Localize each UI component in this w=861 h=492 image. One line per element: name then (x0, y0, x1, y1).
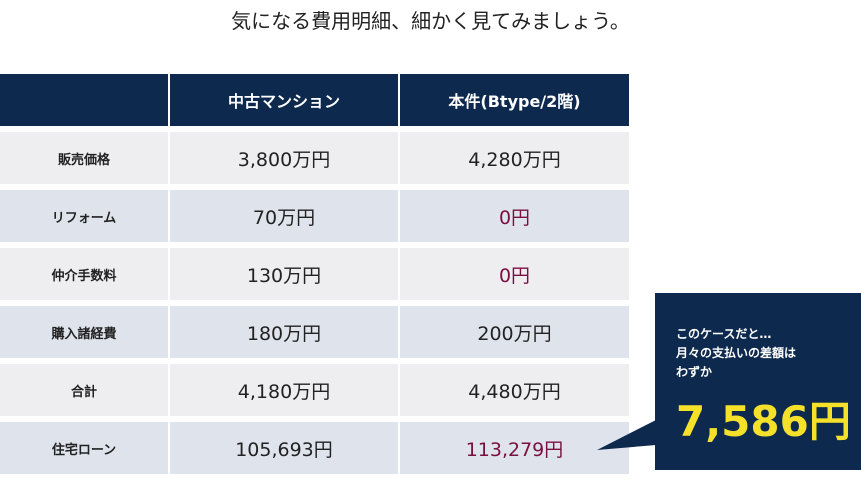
callout-amount: 7,586円 (676, 396, 851, 446)
cell: 0円 (400, 190, 629, 242)
cell: 113,279円 (400, 422, 629, 474)
header-cell: 本件(Btype/2階) (400, 74, 629, 126)
row-label: 購入諸経費 (0, 306, 168, 358)
title: 気になる費用明細、細かく見てみましょう。 (231, 8, 630, 33)
pointer (597, 420, 656, 450)
callout-line: このケースだと… (676, 326, 772, 341)
cell: 180万円 (170, 306, 398, 358)
cell: 70万円 (170, 190, 398, 242)
header-cell: 中古マンション (170, 74, 398, 126)
cell: 3,800万円 (170, 132, 398, 184)
row-label: 合計 (0, 364, 168, 416)
header-cell (0, 74, 168, 126)
row-label: 販売価格 (0, 132, 168, 184)
cell: 105,693円 (170, 422, 398, 474)
cell: 0円 (400, 248, 629, 300)
row-label: 仲介手数料 (0, 248, 168, 300)
cell: 200万円 (400, 306, 629, 358)
cell: 130万円 (170, 248, 398, 300)
callout-line: わずか (676, 364, 713, 379)
callout-line: 月々の支払いの差額は (676, 345, 797, 360)
cell: 4,480万円 (400, 364, 629, 416)
cell: 4,180万円 (170, 364, 398, 416)
cell: 4,280万円 (400, 132, 629, 184)
row-label: 住宅ローン (0, 422, 168, 474)
row-label: リフォーム (0, 190, 168, 242)
callout-box (655, 293, 861, 470)
